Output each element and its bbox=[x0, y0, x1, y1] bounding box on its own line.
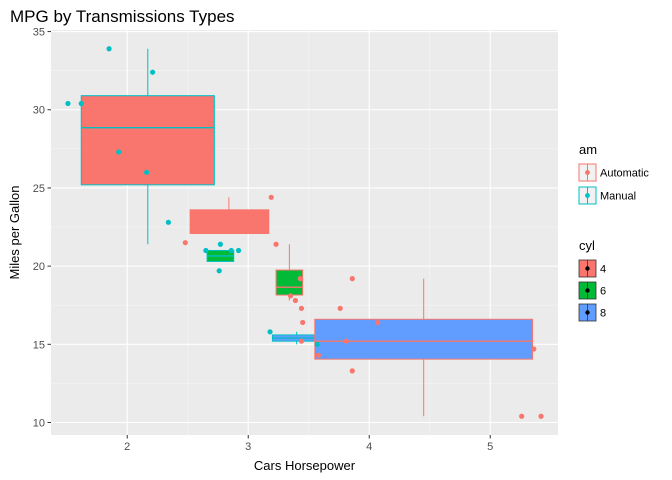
point-automatic bbox=[300, 319, 306, 326]
y-tick-label: 35 bbox=[33, 27, 45, 39]
box bbox=[275, 269, 304, 296]
point-manual bbox=[217, 241, 224, 247]
point-manual bbox=[106, 46, 112, 52]
point-automatic bbox=[349, 368, 355, 374]
y-tick-label: 30 bbox=[33, 105, 45, 117]
point-automatic bbox=[273, 241, 279, 247]
legend-label: 4 bbox=[600, 264, 606, 276]
point-manual bbox=[228, 247, 234, 254]
point-manual bbox=[65, 100, 71, 107]
y-tick-label: 15 bbox=[33, 339, 45, 351]
legend-label: 8 bbox=[600, 308, 606, 320]
legend-key-dot bbox=[585, 170, 590, 175]
point-automatic bbox=[519, 413, 525, 419]
point-automatic bbox=[182, 240, 188, 246]
box bbox=[314, 318, 534, 360]
point-automatic bbox=[531, 346, 537, 352]
point-manual bbox=[216, 268, 222, 274]
legend-item-manual: Manual bbox=[578, 186, 636, 205]
point-manual bbox=[267, 329, 273, 335]
point-automatic bbox=[343, 338, 349, 344]
box bbox=[189, 209, 270, 234]
x-tick-label: 2 bbox=[124, 441, 130, 453]
boxplot-4 bbox=[275, 244, 304, 301]
point-manual bbox=[143, 169, 150, 175]
x-tick-label: 3 bbox=[245, 441, 251, 453]
point-automatic bbox=[268, 194, 274, 200]
legend-title-cyl: cyl bbox=[579, 238, 595, 253]
point-automatic bbox=[337, 305, 343, 311]
box bbox=[80, 95, 215, 186]
data-points bbox=[65, 46, 544, 419]
boxplots bbox=[80, 48, 534, 417]
legend-label: Automatic bbox=[600, 168, 649, 180]
point-automatic bbox=[292, 297, 299, 304]
y-tick-label: 10 bbox=[33, 417, 45, 429]
y-tick-label: 25 bbox=[33, 183, 45, 195]
legend-item-cyl-6: 6 bbox=[578, 281, 606, 300]
boxplot-1 bbox=[80, 48, 215, 245]
y-tick-label: 20 bbox=[33, 261, 45, 273]
legend-label: Manual bbox=[600, 191, 636, 203]
point-automatic bbox=[375, 319, 381, 326]
legend-key-dot bbox=[585, 193, 590, 198]
axes: 2 3 4 5 10 15 20 25 30 35 bbox=[33, 27, 494, 453]
point-manual bbox=[116, 149, 122, 155]
point-automatic bbox=[315, 352, 322, 358]
point-automatic bbox=[298, 338, 305, 344]
boxplot-6 bbox=[314, 278, 534, 417]
y-axis-title: Miles per Gallon bbox=[7, 186, 22, 280]
x-tick-label: 4 bbox=[366, 441, 372, 453]
point-automatic bbox=[287, 293, 294, 299]
point-automatic bbox=[298, 305, 305, 311]
legend-key-dot bbox=[585, 310, 590, 315]
legend-label: 6 bbox=[600, 286, 606, 298]
boxplot-3 bbox=[206, 249, 235, 262]
legend-item-cyl-4: 4 bbox=[578, 259, 606, 278]
point-automatic bbox=[297, 276, 303, 282]
point-manual bbox=[150, 69, 156, 75]
legend-item-automatic: Automatic bbox=[578, 163, 649, 182]
point-automatic bbox=[258, 219, 265, 225]
boxplot-2 bbox=[189, 197, 270, 234]
x-tick-label: 5 bbox=[487, 441, 493, 453]
legend-item-cyl-8: 8 bbox=[578, 303, 606, 322]
legend-title-am: am bbox=[579, 142, 597, 157]
point-automatic bbox=[538, 413, 544, 419]
point-manual bbox=[165, 219, 171, 225]
x-axis-title: Cars Horsepower bbox=[254, 458, 356, 473]
point-manual bbox=[78, 100, 84, 107]
point-manual bbox=[314, 341, 320, 347]
legend-key-dot bbox=[585, 266, 590, 271]
point-automatic bbox=[349, 276, 355, 282]
point-manual bbox=[203, 247, 209, 254]
legend-key-dot bbox=[585, 288, 590, 293]
point-manual bbox=[235, 247, 242, 254]
chart-title: MPG by Transmissions Types bbox=[10, 7, 235, 26]
